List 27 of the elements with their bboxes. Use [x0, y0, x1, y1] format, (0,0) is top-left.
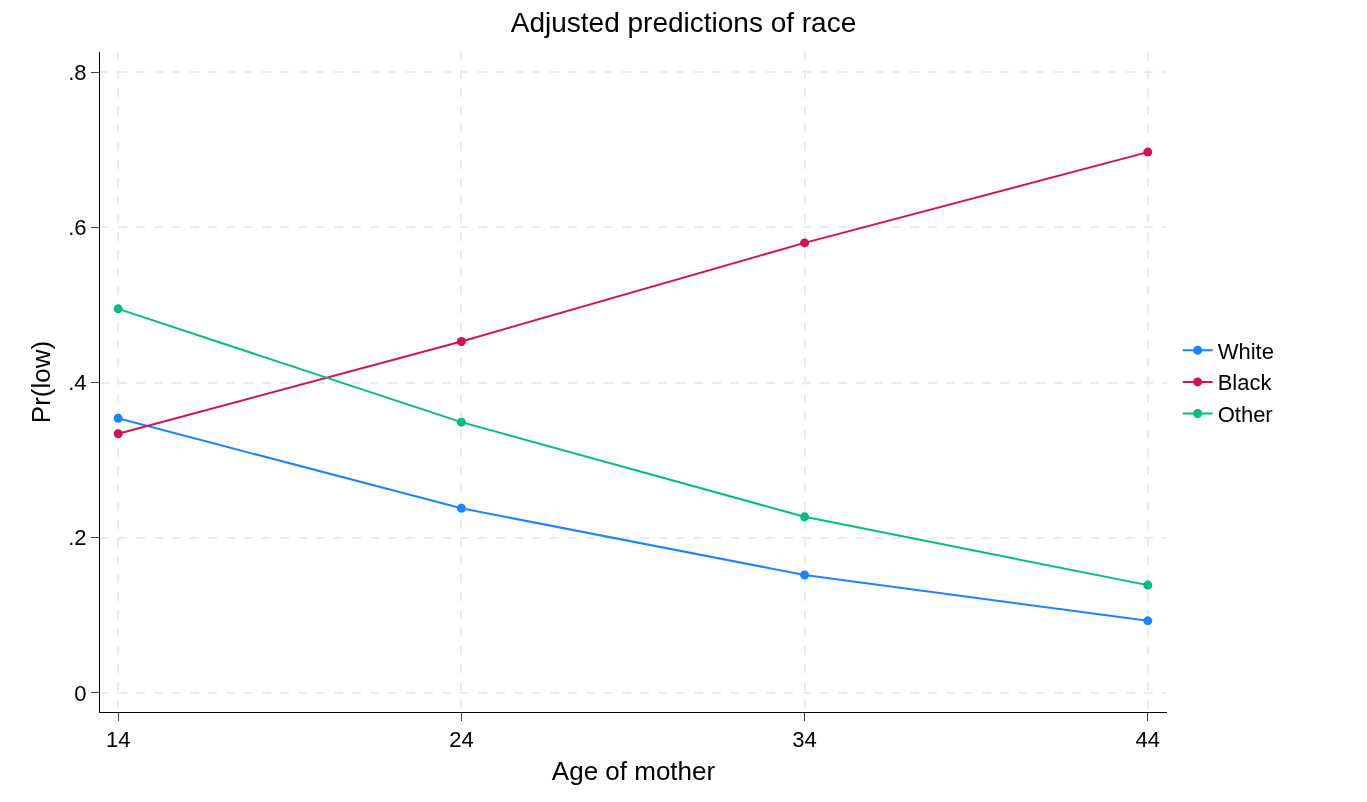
point: [800, 238, 810, 248]
point: [800, 512, 810, 522]
x-tick-label: 44: [1135, 727, 1161, 753]
x-axis-title: Age of mother: [551, 756, 716, 787]
y-tick-label: .6: [68, 215, 87, 241]
point: [1143, 616, 1153, 626]
legend-label: Other: [1217, 402, 1273, 428]
chart-title: Adjusted predictions of race: [510, 6, 857, 38]
x-tick-label: 24: [449, 727, 474, 753]
legend-label: White: [1217, 338, 1274, 364]
y-tick-label: .2: [68, 525, 87, 551]
point: [456, 417, 466, 427]
point: [800, 570, 810, 580]
x-tick-label: 34: [792, 727, 817, 753]
legend-label: Black: [1217, 370, 1273, 396]
point: [113, 304, 123, 314]
point: [1143, 580, 1153, 590]
point: [113, 429, 123, 439]
y-axis-title: Pr(low): [25, 340, 56, 424]
y-tick-label: 0: [74, 680, 87, 706]
x-tick-label: 14: [105, 727, 131, 753]
point: [1143, 147, 1153, 157]
point: [456, 336, 466, 346]
point: [456, 503, 466, 513]
y-tick-label: .8: [68, 59, 87, 85]
y-tick-label: .4: [68, 370, 87, 396]
point: [113, 413, 123, 423]
